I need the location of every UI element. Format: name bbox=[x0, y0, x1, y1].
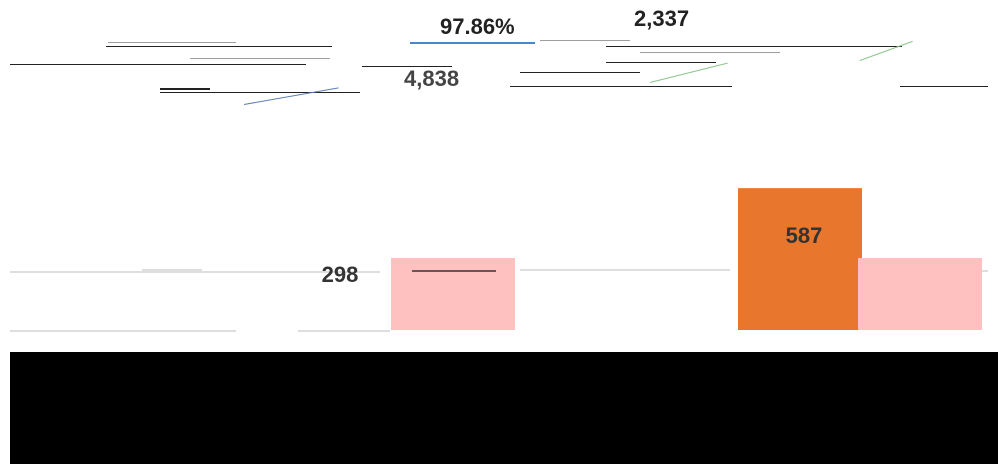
header-rule bbox=[362, 66, 452, 67]
header-rule bbox=[606, 46, 902, 47]
header-rule bbox=[160, 88, 210, 90]
percent-label: 97.86% bbox=[440, 14, 515, 39]
header-rule bbox=[106, 46, 332, 47]
data-label-group: 298 587 bbox=[322, 223, 823, 287]
header-rule bbox=[606, 62, 716, 63]
header-scribble bbox=[640, 52, 780, 53]
header-rule bbox=[160, 92, 360, 93]
baseline-rules bbox=[10, 269, 988, 332]
header-rule bbox=[10, 64, 306, 65]
count-label: 2,337 bbox=[634, 6, 690, 31]
bar-group bbox=[391, 188, 982, 330]
black-region bbox=[10, 352, 998, 464]
header-scribble bbox=[540, 40, 630, 41]
accent-underline bbox=[410, 42, 535, 44]
bar bbox=[858, 257, 982, 330]
header-scribble bbox=[190, 58, 330, 59]
header-rule bbox=[900, 86, 988, 87]
total-label: 4,838 bbox=[404, 66, 460, 91]
header-rule bbox=[510, 86, 732, 87]
header-scribble bbox=[108, 42, 236, 43]
header-rule bbox=[520, 72, 640, 73]
bar-value-label: 298 bbox=[322, 262, 359, 287]
bar-value-label: 587 bbox=[786, 223, 823, 248]
bar bbox=[391, 257, 515, 330]
bar bbox=[738, 188, 862, 330]
